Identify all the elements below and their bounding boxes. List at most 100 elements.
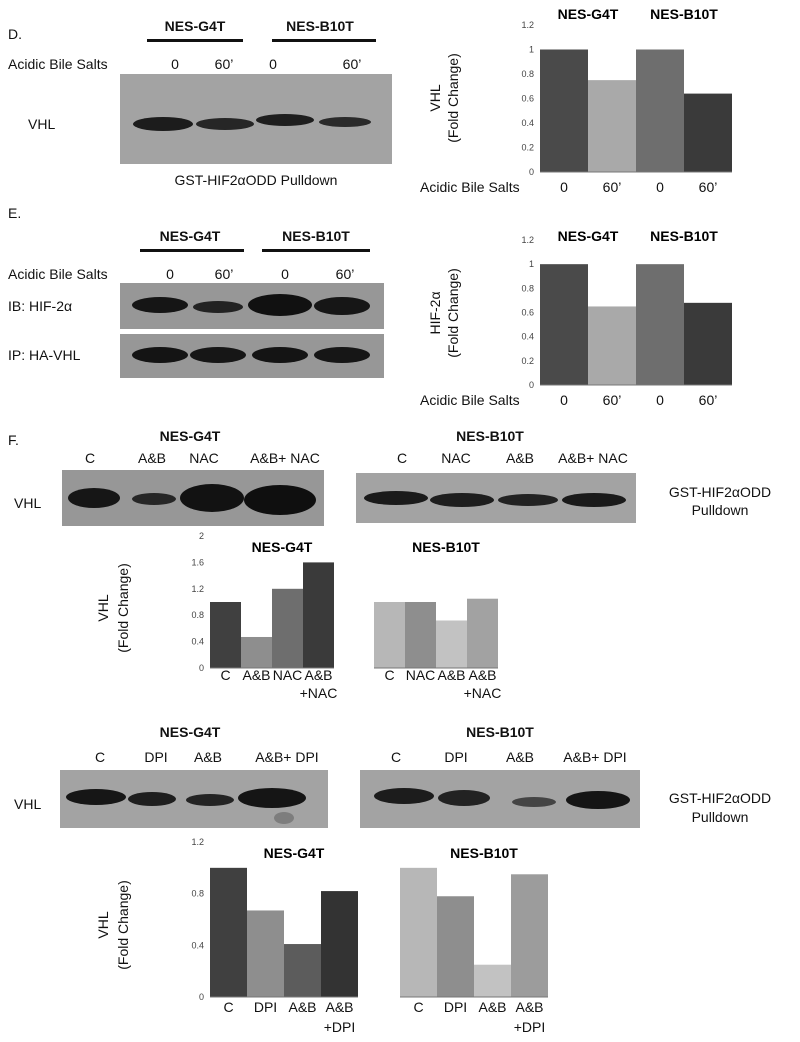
panel-g-category-label-2: DPI bbox=[254, 999, 277, 1015]
panel-d-ytick-label: 0.2 bbox=[521, 143, 534, 153]
panel-d-xlabel: Acidic Bile Salts bbox=[420, 179, 520, 195]
panel-d-bar-4 bbox=[684, 93, 732, 172]
panel-g-category-label-4-line2: +DPI bbox=[324, 1019, 356, 1035]
panel-e-ytick-label: 0.4 bbox=[521, 332, 534, 342]
panel-g-category-label-4: A&B bbox=[325, 999, 353, 1015]
panel-g-ytick-label: 0.4 bbox=[191, 940, 204, 950]
panel-d-group2-underline bbox=[272, 39, 376, 42]
panel-g-category-label-8: A&B bbox=[515, 999, 543, 1015]
panel-g-bar-7 bbox=[474, 964, 511, 997]
panel-g-category-label-5: C bbox=[413, 999, 423, 1015]
panel-d-group2-label: NES-B10T bbox=[286, 18, 354, 34]
panel-d-category-label-1: 0 bbox=[560, 179, 568, 195]
panel-f-lane1-4: A&B+ NAC bbox=[250, 450, 320, 466]
panel-d-western-blot bbox=[120, 74, 392, 164]
panel-g-category-label-1: C bbox=[223, 999, 233, 1015]
panel-g-caption-line2: Pulldown bbox=[691, 809, 749, 825]
panel-f-bar-5 bbox=[374, 602, 405, 668]
panel-g-lane2-4: A&B+ DPI bbox=[563, 749, 627, 765]
panel-d-chart-group2-label: NES-B10T bbox=[650, 6, 718, 22]
panel-g-category-label-7: A&B bbox=[478, 999, 506, 1015]
panel-g-lane1-4: A&B+ DPI bbox=[255, 749, 319, 765]
panel-d-chart: 0 0.2 0.4 0.6 0.8 1 1.2 VHL (Fold Change) NES-G4T… bbox=[420, 6, 732, 195]
panel-g-lane1-3: A&B bbox=[193, 749, 222, 765]
panel-g-category-label-3: A&B bbox=[288, 999, 316, 1015]
panel-e-xlabel: Acidic Bile Salts bbox=[420, 392, 520, 408]
panel-f-ytick-label: 0.4 bbox=[191, 637, 204, 647]
panel-g-bar-1 bbox=[210, 867, 247, 997]
panel-d-lane-2: 60’ bbox=[214, 56, 234, 72]
panel-g-bar-6 bbox=[437, 896, 474, 997]
panel-g-lane1-2: DPI bbox=[144, 749, 168, 765]
panel-g-chart: 0 0.4 0.8 1.2 VHL (Fold Change) NES-G4T NES-B10… bbox=[95, 837, 548, 1035]
panel-d-bar-3 bbox=[636, 49, 684, 172]
panel-g-ytick-label: 1.2 bbox=[191, 837, 204, 847]
panel-g-group2-label: NES-B10T bbox=[466, 724, 534, 740]
panel-d-lane-1: 0 bbox=[171, 56, 179, 72]
panel-f-bar-7 bbox=[436, 620, 467, 668]
panel-g-bar-8 bbox=[511, 874, 548, 997]
panel-g-bar-5 bbox=[400, 867, 437, 997]
panel-f-group1-label: NES-G4T bbox=[159, 428, 221, 444]
panel-g-blot-label: VHL bbox=[14, 796, 42, 812]
panel-f-lane1-1: C bbox=[84, 450, 96, 466]
panel-g-ytick-label: 0.8 bbox=[191, 889, 204, 899]
panel-g-group1-label: NES-G4T bbox=[159, 724, 221, 740]
panel-g-western-blot-2 bbox=[360, 770, 640, 828]
panel-g-category-label-8-line2: +DPI bbox=[514, 1019, 546, 1035]
panel-e-group1-underline bbox=[140, 249, 244, 252]
panel-e-ytick-label: 1 bbox=[529, 259, 534, 269]
panel-f-ylabel-line2: (Fold Change) bbox=[115, 563, 131, 653]
panel-f-category-label-7: A&B bbox=[437, 667, 465, 683]
panel-f-western-blot-2 bbox=[356, 473, 636, 523]
panel-e-western-blot-2 bbox=[120, 334, 384, 378]
panel-f-category-label-3: NAC bbox=[273, 667, 303, 683]
panel-f-category-label-8: A&B bbox=[468, 667, 496, 683]
panel-g-lane1-1: C bbox=[94, 749, 106, 765]
panel-f-letter: F. bbox=[8, 432, 19, 448]
panel-d-ytick-label: 0.8 bbox=[521, 69, 534, 79]
panel-d-bar-1 bbox=[540, 49, 588, 172]
panel-e-category-label-1: 0 bbox=[560, 392, 568, 408]
panel-d-ylabel-line2: (Fold Change) bbox=[445, 53, 461, 143]
panel-g-ylabel-line1: VHL bbox=[95, 911, 111, 938]
panel-f-lane2-3: A&B bbox=[505, 450, 534, 466]
panel-e-category-label-4: 60’ bbox=[699, 392, 718, 408]
panel-f-blot-label: VHL bbox=[14, 495, 42, 511]
panel-d-letter: D. bbox=[8, 26, 22, 42]
panel-e-row-label: Acidic Bile Salts bbox=[8, 266, 108, 282]
panel-f-category-label-2: A&B bbox=[242, 667, 270, 683]
panel-e-chart-group1-label: NES-G4T bbox=[558, 228, 619, 244]
panel-e-western-blot-1 bbox=[120, 283, 384, 329]
panel-f-category-label-1: C bbox=[220, 667, 230, 683]
panel-g-caption-line1: GST-HIF2αODD bbox=[668, 790, 772, 806]
panel-d-blot-bands bbox=[133, 114, 371, 131]
panel-e-letter: E. bbox=[8, 205, 22, 221]
panel-f-ytick-label: 0.8 bbox=[191, 610, 204, 620]
panel-g-lane2-2: DPI bbox=[444, 749, 468, 765]
panel-g-category-label-6: DPI bbox=[444, 999, 467, 1015]
panel-g-ytick-label: 0 bbox=[199, 992, 204, 1002]
panel-e-blot1-label: IB: HIF-2α bbox=[8, 298, 73, 314]
panel-f-category-label-5: C bbox=[384, 667, 394, 683]
panel-f-category-label-4-line2: +NAC bbox=[300, 685, 338, 701]
panel-d-ylabel-line1: VHL bbox=[427, 84, 443, 111]
panel-f-bar-2 bbox=[241, 636, 272, 668]
panel-e-bar-1 bbox=[540, 264, 588, 385]
panel-d-bar-2 bbox=[588, 80, 636, 172]
panel-e-ytick-label: 0.2 bbox=[521, 356, 534, 366]
panel-f-bar-3 bbox=[272, 588, 303, 668]
panel-e-bar-4 bbox=[684, 302, 732, 385]
panel-f-ytick-label: 2 bbox=[199, 531, 204, 541]
panel-d-ytick-label: 1 bbox=[529, 45, 534, 55]
panel-e-group2-label: NES-B10T bbox=[282, 228, 350, 244]
panel-e-group1-label: NES-G4T bbox=[159, 228, 221, 244]
panel-d-blot-label: VHL bbox=[28, 116, 56, 132]
panel-d-lane-4: 60’ bbox=[342, 56, 362, 72]
panel-d-group1-label: NES-G4T bbox=[164, 18, 226, 34]
panel-f-bar-6 bbox=[405, 602, 436, 668]
panel-f-category-label-8-line2: +NAC bbox=[464, 685, 502, 701]
panel-f-ylabel-line1: VHL bbox=[95, 594, 111, 621]
panel-d-chart-group1-label: NES-G4T bbox=[558, 6, 619, 22]
panel-f-lane1-3: NAC bbox=[189, 450, 219, 466]
